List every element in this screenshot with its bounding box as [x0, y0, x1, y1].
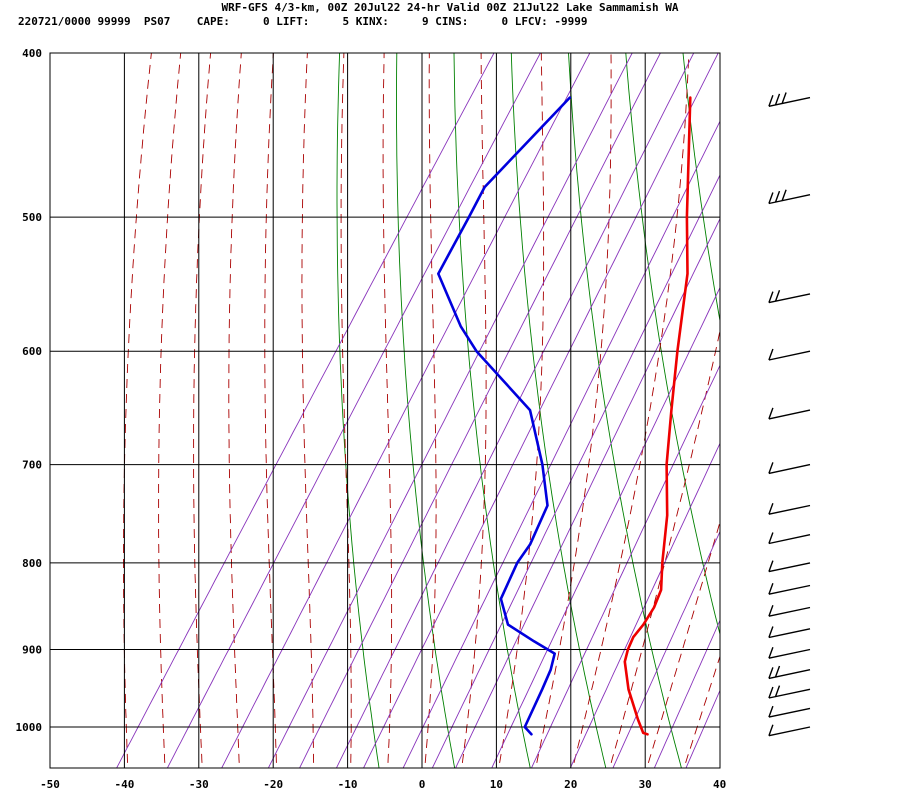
mixing-ratio-line	[431, 174, 720, 768]
x-tick-label: -50	[40, 778, 60, 791]
moist-adiabat-line	[536, 53, 612, 763]
mixing-ratio-line	[363, 53, 719, 768]
sounding-indices-line: 220721/0000 99999 PS07 CAPE: 0 LIFT: 5 K…	[18, 15, 588, 28]
x-tick-label: -30	[189, 778, 209, 791]
dry-adiabat-line	[736, 15, 900, 770]
moist-adiabat-line	[723, 15, 900, 763]
dry-adiabat-line	[396, 53, 456, 768]
mixing-ratio-line	[166, 53, 541, 768]
dry-adiabat-line	[453, 53, 531, 768]
wind-barb	[768, 348, 811, 361]
x-tick-label: 40	[713, 778, 726, 791]
moist-adiabat-line	[647, 520, 720, 764]
wind-barb	[768, 685, 811, 699]
mixing-ratio-line	[221, 53, 591, 768]
dry-adiabat-line	[682, 53, 720, 324]
y-tick-label: 1000	[16, 721, 43, 734]
mixing-ratio-line	[653, 619, 720, 768]
mixing-ratio-line	[402, 120, 720, 768]
moist-adiabat-line	[158, 53, 182, 763]
moist-adiabat-line	[685, 654, 720, 764]
wind-barb	[768, 582, 811, 595]
moist-adiabat-line	[228, 53, 242, 763]
moist-adiabat-line	[264, 53, 277, 763]
dry-adiabat-line	[849, 15, 900, 770]
plot-frame	[49, 52, 721, 769]
moist-adiabat-line	[610, 328, 720, 764]
x-tick-label: 20	[564, 778, 577, 791]
wind-barb	[768, 604, 811, 617]
y-tick-label: 900	[22, 643, 42, 656]
wind-barb	[768, 532, 811, 545]
y-axis-ticks: 400 500 600 700 800 900 1000	[16, 47, 43, 734]
wind-barb	[768, 665, 811, 680]
chart-header: WRF-GFS 4/3-km, 00Z 20Jul22 24-hr Valid …	[0, 0, 900, 34]
sounding-traces	[437, 96, 692, 736]
y-tick-label: 800	[22, 557, 42, 570]
dry-adiabat-line	[568, 53, 682, 768]
temperature-trace	[623, 96, 692, 736]
wind-barb	[768, 646, 811, 659]
x-tick-label: -10	[338, 778, 358, 791]
wind-barbs	[768, 92, 811, 737]
moist-adiabat-line	[760, 15, 900, 763]
dry-adiabat-line	[510, 53, 607, 768]
wind-barb	[768, 626, 811, 639]
moist-adiabat-line	[123, 53, 152, 763]
moist-adiabat-line	[301, 53, 315, 763]
mixing-ratio-line	[491, 286, 720, 768]
mixing-ratio-line	[722, 15, 900, 770]
x-tick-label: 0	[419, 778, 426, 791]
chart-title: WRF-GFS 4/3-km, 00Z 20Jul22 24-hr Valid …	[221, 1, 679, 14]
dry-adiabat-line	[336, 53, 380, 768]
wind-barb	[768, 189, 811, 205]
mixing-ratio-line	[612, 530, 720, 768]
mixing-ratio-line	[335, 53, 695, 768]
mixing-ratio-line	[530, 364, 720, 768]
isobar-isotherm-grid	[49, 52, 721, 769]
wind-barb	[768, 560, 811, 573]
y-tick-label: 400	[22, 47, 42, 60]
mixing-ratio-line	[685, 689, 720, 768]
dewpoint-trace	[437, 96, 572, 736]
wind-barb	[768, 502, 811, 515]
x-tick-label: -20	[263, 778, 283, 791]
wind-barb	[768, 462, 811, 475]
wind-barb	[768, 92, 811, 107]
x-tick-label: 30	[639, 778, 652, 791]
y-tick-label: 500	[22, 211, 42, 224]
wind-barb	[768, 289, 811, 304]
moist-adiabat-line	[499, 53, 545, 763]
wind-barb	[768, 724, 811, 737]
y-tick-label: 700	[22, 459, 42, 472]
moist-adiabat-line	[573, 53, 690, 764]
mixing-ratio-line	[267, 53, 633, 768]
moist-adiabat-line	[382, 53, 393, 763]
y-tick-label: 600	[22, 345, 42, 358]
wind-barb	[768, 705, 811, 718]
background-lines	[116, 15, 900, 770]
moist-adiabat-line	[461, 53, 487, 763]
mixing-ratio-line	[116, 53, 495, 768]
mixing-ratio-line	[455, 217, 720, 768]
wind-barb	[768, 407, 811, 420]
moist-adiabat-line	[424, 53, 437, 763]
mixing-ratio-line	[299, 53, 661, 768]
dry-adiabat-line	[792, 15, 900, 770]
mixing-ratio-line	[569, 442, 720, 768]
x-tick-label: 10	[490, 778, 503, 791]
x-axis-ticks: -50 -40 -30 -20 -10 0 10 20 30 40	[40, 778, 726, 791]
moist-adiabat-line	[193, 53, 212, 763]
moist-adiabat-line	[340, 53, 352, 763]
x-tick-label: -40	[114, 778, 134, 791]
